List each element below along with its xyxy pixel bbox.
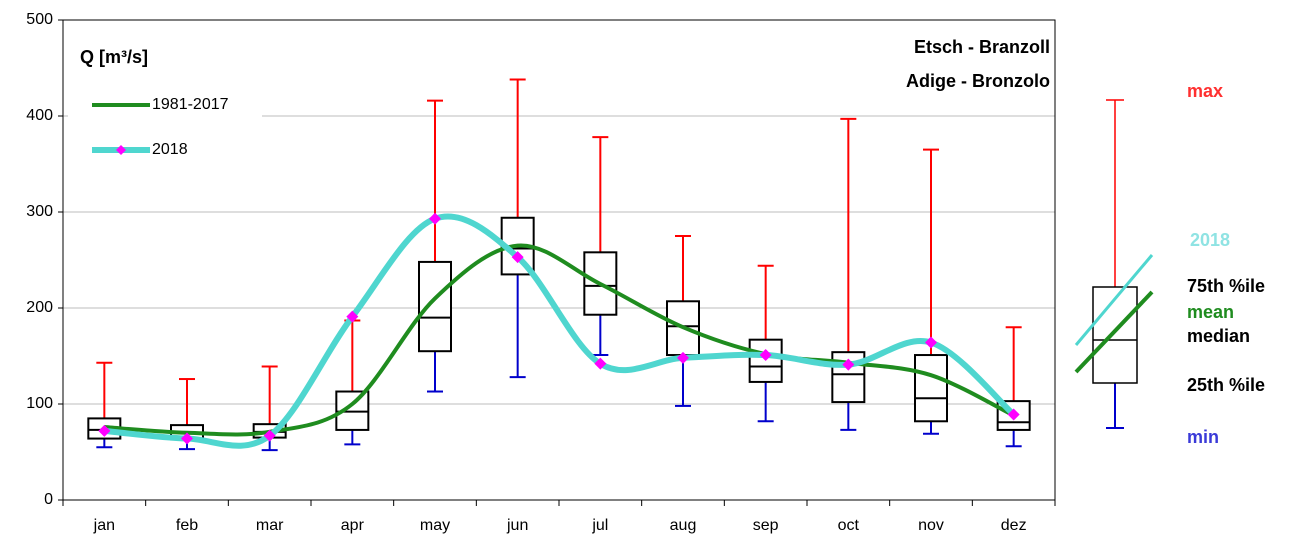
- x-tick-label: jan: [93, 517, 115, 534]
- box: [418, 260, 452, 353]
- box: [914, 354, 948, 423]
- point-marker: [181, 432, 193, 445]
- legend-marker: [116, 145, 126, 155]
- key-label: mean: [1187, 302, 1234, 322]
- plot-area: 0 100 200 300 400 500 jan feb mar apr may jun jul aug…: [26, 11, 1056, 534]
- point-marker: [98, 424, 111, 437]
- y-tick-label: 300: [26, 203, 53, 220]
- point-marker: [925, 336, 937, 349]
- point-marker: [263, 429, 276, 442]
- key-label: 75th %ile: [1187, 276, 1265, 296]
- x-tick-label: apr: [341, 517, 365, 534]
- legend-label: 2018: [152, 141, 188, 158]
- point-marker: [594, 357, 607, 370]
- key-box: [1092, 286, 1138, 384]
- box: [996, 400, 1031, 431]
- y-tick-label: 500: [26, 11, 53, 28]
- point-marker: [511, 251, 524, 264]
- key-2018-line: [1074, 254, 1154, 346]
- key-graphic: [1074, 99, 1154, 429]
- key-label: max: [1187, 81, 1223, 101]
- station-name: Etsch - Branzoll: [914, 37, 1050, 57]
- x-tick-label: jul: [591, 517, 608, 534]
- key-label: 2018: [1190, 230, 1230, 250]
- key-label: min: [1187, 427, 1219, 447]
- series-line: [104, 243, 1015, 437]
- point-marker: [429, 212, 441, 225]
- legend: 1981-2017 2018: [92, 96, 229, 158]
- key-label: median: [1187, 326, 1250, 346]
- y-tick-label: 400: [26, 107, 53, 124]
- x-tick-label: sep: [753, 517, 779, 534]
- point-marker: [759, 349, 772, 362]
- point-marker: [1007, 408, 1020, 421]
- y-tick-label: 200: [26, 299, 53, 316]
- x-tick-label: oct: [838, 517, 860, 534]
- box: [748, 338, 783, 383]
- legend-label: 1981-2017: [152, 96, 229, 113]
- key-label: 25th %ile: [1187, 375, 1265, 395]
- key-mean-line: [1074, 290, 1154, 374]
- x-tick-label: feb: [176, 517, 198, 534]
- point-marker: [842, 358, 855, 371]
- x-tick-label: nov: [918, 517, 944, 534]
- x-tick-label: dez: [1001, 517, 1027, 534]
- series-line: [104, 213, 1016, 449]
- y-tick-label: 100: [26, 395, 53, 412]
- chart-title: Q [m³/s]: [80, 47, 148, 67]
- x-tick-label: may: [420, 517, 450, 534]
- point-marker: [677, 351, 689, 364]
- x-tick-label: mar: [256, 517, 284, 534]
- x-tick-label: jun: [506, 517, 528, 534]
- y-tick-label: 0: [44, 491, 53, 508]
- point-marker: [346, 310, 359, 323]
- x-tick-label: aug: [670, 517, 697, 534]
- station-name: Adige - Bronzolo: [906, 71, 1050, 91]
